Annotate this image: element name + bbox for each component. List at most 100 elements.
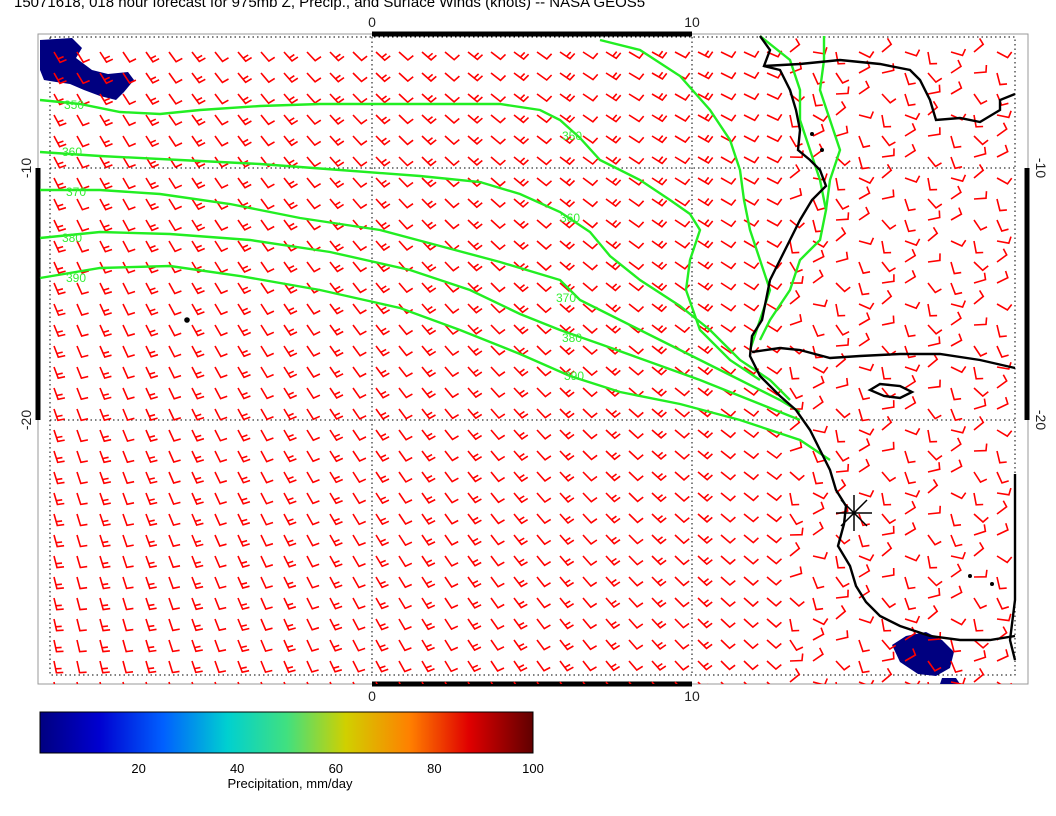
wind-barb (421, 156, 437, 167)
wind-barb (237, 240, 252, 253)
wind-barb (996, 555, 1013, 564)
wind-barb (628, 597, 644, 608)
wind-barb (835, 72, 850, 85)
wind-barb (237, 492, 251, 505)
wind-barb (467, 618, 482, 631)
wind-barb (720, 72, 737, 80)
wind-barb (145, 135, 160, 148)
wind-barb (582, 219, 599, 229)
wind-barb (536, 366, 552, 377)
wind-barb (720, 93, 737, 101)
wind-barb (950, 365, 967, 374)
wind-barb (490, 93, 507, 103)
wind-barb (904, 175, 921, 183)
wind-barb (329, 303, 344, 315)
wind-barb (559, 303, 575, 314)
wind-barb (306, 72, 322, 83)
wind-barb (329, 135, 345, 146)
wind-barb (927, 336, 941, 347)
wind-barb (306, 576, 320, 589)
wind-barb (766, 282, 783, 291)
wind-barb (536, 135, 553, 145)
lake-shape (867, 382, 915, 400)
wind-barb (766, 576, 782, 586)
wind-barb (651, 177, 668, 186)
wind-barb (237, 261, 252, 274)
wind-barb (76, 660, 87, 674)
wind-barb (76, 303, 89, 316)
wind-barb (168, 576, 181, 590)
wind-barb (628, 450, 644, 461)
wind-barb (168, 534, 181, 548)
wind-barb (513, 597, 528, 609)
wind-barb (53, 51, 67, 64)
wind-barb (76, 597, 88, 611)
wind-barb (352, 408, 367, 420)
wind-barb (421, 492, 436, 504)
wind-barb (904, 248, 917, 263)
wind-barb (858, 387, 871, 401)
wind-barb (191, 387, 205, 400)
wind-barb (99, 324, 112, 337)
wind-barb (490, 513, 505, 525)
wind-barb (513, 450, 529, 462)
wind-barb (283, 513, 297, 526)
wind-barb (605, 303, 621, 313)
wind-barb (559, 471, 575, 482)
wind-barb (559, 114, 576, 124)
wind-barb (536, 261, 552, 272)
wind-barb (536, 72, 553, 82)
x-tick-top-10: 10 (684, 14, 700, 30)
wind-barb (76, 408, 89, 422)
island-dot-5 (990, 582, 994, 586)
wind-barb (651, 618, 667, 629)
wind-barb (329, 198, 345, 210)
wind-barb (398, 324, 414, 336)
wind-barb (237, 513, 251, 526)
wind-barb (490, 303, 506, 314)
coastlines-borders (748, 35, 1017, 661)
wind-barb (904, 395, 917, 410)
wind-barb (444, 492, 459, 504)
wind-barb (214, 240, 229, 253)
wind-barb (444, 450, 459, 462)
wind-barb (122, 261, 136, 274)
wind-barb (398, 471, 413, 483)
wind-barb (789, 597, 805, 608)
border-north (763, 58, 1016, 124)
wind-barb (444, 576, 459, 589)
wind-barb (145, 51, 160, 63)
wind-barb (306, 135, 322, 147)
wind-barb (76, 471, 88, 485)
wind-barb (720, 660, 736, 671)
wind-barb (812, 198, 825, 211)
wind-barb (237, 576, 250, 589)
wind-barb (743, 240, 760, 249)
wind-barb (53, 597, 64, 611)
wind-barb (674, 492, 690, 503)
wind-barb (214, 303, 228, 316)
wind-barb (237, 282, 252, 295)
wind-barb (812, 395, 824, 410)
wind-barb (904, 427, 921, 436)
wind-barb (835, 352, 847, 368)
wind-barb (927, 100, 939, 116)
wind-barb (904, 219, 916, 233)
wind-barb (674, 513, 690, 524)
wind-barb (858, 312, 871, 326)
wind-barb (858, 80, 870, 95)
wind-barb (697, 282, 714, 291)
wind-barb (973, 597, 988, 610)
wind-barb (306, 219, 321, 231)
wind-barb (467, 72, 484, 82)
wind-barb (306, 366, 321, 379)
wind-barb (467, 345, 483, 356)
wind-barb (605, 597, 621, 609)
wind-barb (996, 522, 1009, 536)
wind-barb (421, 303, 437, 315)
wind-barb (444, 387, 460, 399)
wind-barb (835, 463, 850, 473)
wind-barb (697, 50, 714, 59)
wind-barb (398, 282, 414, 294)
wind-barb (789, 366, 800, 380)
